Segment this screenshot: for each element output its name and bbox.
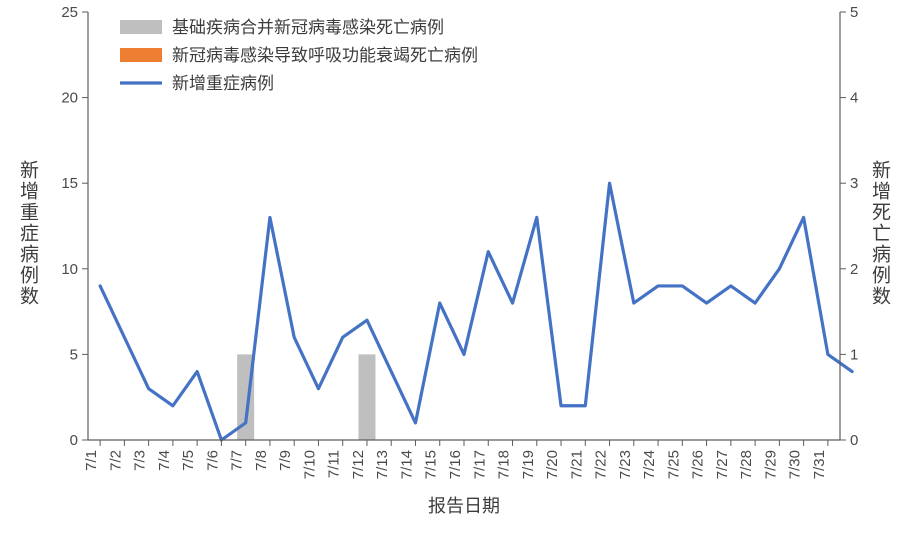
bar — [358, 354, 375, 440]
legend-swatch — [120, 20, 162, 34]
legend-label: 新冠病毒感染导致呼吸功能衰竭死亡病例 — [172, 46, 478, 65]
y-right-tick-label: 4 — [850, 90, 858, 107]
x-tick-label: 7/21 — [568, 450, 585, 479]
x-tick-label: 7/20 — [544, 450, 561, 479]
x-tick-label: 7/19 — [520, 450, 537, 479]
legend-label: 新增重症病例 — [172, 74, 274, 93]
y-right-tick-label: 1 — [850, 346, 858, 363]
x-tick-label: 7/1 — [83, 450, 100, 471]
covid-cases-chart: 0 5 10 15 20 25 0 1 2 3 4 5 7/1 7/2 7/3 7/4 7/5 7/6 7/7 7/8… — [0, 0, 904, 534]
x-tick-label: 7/11 — [326, 450, 343, 478]
y-right-tick-label: 0 — [850, 432, 858, 449]
x-tick-label: 7/13 — [374, 450, 391, 479]
x-tick-label: 7/10 — [301, 450, 318, 479]
x-tick-label: 7/5 — [180, 450, 197, 471]
x-tick-label: 7/2 — [107, 450, 124, 471]
y-left-axis-title: 新增重症病例数 — [14, 160, 41, 307]
x-tick-label: 7/9 — [277, 450, 294, 471]
x-tick-label: 7/6 — [204, 450, 221, 471]
y-right-tick-label: 3 — [850, 175, 858, 192]
y-right-axis-title: 新增死亡病例数 — [866, 160, 893, 307]
x-tick-label: 7/7 — [229, 450, 246, 471]
x-tick-label: 7/23 — [617, 450, 634, 479]
x-tick-label: 7/24 — [641, 450, 658, 479]
x-tick-label: 7/25 — [665, 450, 682, 479]
x-tick-label: 7/31 — [811, 450, 828, 479]
x-tick-label: 7/4 — [156, 450, 173, 471]
y-left-tick-label: 0 — [70, 432, 78, 449]
x-tick-label: 7/16 — [447, 450, 464, 479]
x-tick-label: 7/15 — [423, 450, 440, 479]
y-left-tick-label: 25 — [61, 4, 78, 21]
y-left-tick-label: 20 — [61, 90, 78, 107]
y-left-tick-label: 10 — [61, 261, 78, 278]
x-tick-label: 7/27 — [714, 450, 731, 479]
legend-swatch — [120, 48, 162, 62]
x-tick-label: 7/8 — [253, 450, 270, 471]
x-tick-label: 7/12 — [350, 450, 367, 479]
y-left-tick-label: 5 — [70, 346, 78, 363]
y-right-tick-label: 5 — [850, 4, 858, 21]
x-tick-label: 7/29 — [762, 450, 779, 479]
x-tick-label: 7/14 — [398, 450, 415, 479]
x-tick-label: 7/26 — [690, 450, 707, 479]
x-tick-label: 7/17 — [471, 450, 488, 479]
x-tick-label: 7/3 — [132, 450, 149, 471]
x-axis-title: 报告日期 — [428, 496, 500, 516]
x-tick-label: 7/18 — [496, 450, 513, 479]
y-left-tick-label: 15 — [61, 175, 78, 192]
x-tick-label: 7/22 — [593, 450, 610, 479]
y-right-tick-label: 2 — [850, 261, 858, 278]
legend-label: 基础疾病合并新冠病毒感染死亡病例 — [172, 18, 444, 37]
x-tick-label: 7/30 — [787, 450, 804, 479]
x-tick-label: 7/28 — [738, 450, 755, 479]
